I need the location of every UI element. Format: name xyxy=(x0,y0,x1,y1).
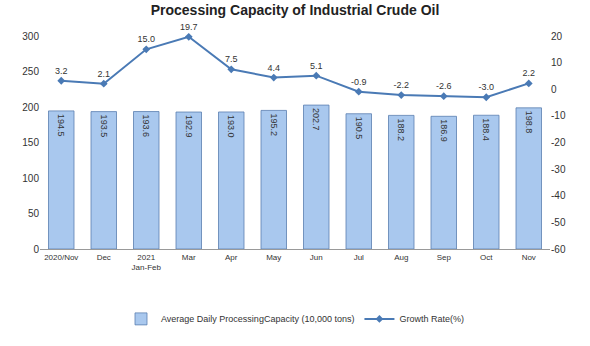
svg-text:250: 250 xyxy=(22,66,39,77)
svg-text:0: 0 xyxy=(33,244,39,255)
svg-text:Average Daily ProcessingCapaci: Average Daily ProcessingCapacity (10,000… xyxy=(161,314,354,324)
svg-text:-3.0: -3.0 xyxy=(478,82,494,92)
svg-text:-40: -40 xyxy=(551,190,566,201)
svg-text:188.2: 188.2 xyxy=(396,118,406,141)
svg-text:300: 300 xyxy=(22,31,39,42)
svg-text:-10: -10 xyxy=(551,110,566,121)
svg-text:2020/Nov: 2020/Nov xyxy=(44,253,78,262)
svg-text:0: 0 xyxy=(551,84,557,95)
svg-text:2.2: 2.2 xyxy=(522,68,535,78)
svg-text:Jun: Jun xyxy=(310,253,323,262)
svg-text:202.7: 202.7 xyxy=(311,108,321,131)
svg-text:Processing Capacity of Industr: Processing Capacity of Industrial Crude … xyxy=(151,2,440,18)
svg-text:Aug: Aug xyxy=(394,253,408,262)
svg-text:19.7: 19.7 xyxy=(180,22,198,32)
svg-text:2.1: 2.1 xyxy=(97,69,110,79)
svg-text:-2.6: -2.6 xyxy=(436,81,452,91)
svg-text:15.0: 15.0 xyxy=(137,34,155,44)
svg-text:4.4: 4.4 xyxy=(267,63,280,73)
svg-text:192.9: 192.9 xyxy=(184,115,194,138)
svg-text:Oct: Oct xyxy=(480,253,493,262)
svg-text:188.4: 188.4 xyxy=(481,118,491,141)
svg-text:186.9: 186.9 xyxy=(439,119,449,142)
svg-text:200: 200 xyxy=(22,102,39,113)
svg-text:100: 100 xyxy=(22,173,39,184)
svg-text:-0.9: -0.9 xyxy=(351,77,367,87)
svg-text:10: 10 xyxy=(551,57,563,68)
svg-text:198.8: 198.8 xyxy=(524,111,534,134)
svg-text:193.6: 193.6 xyxy=(141,115,151,138)
svg-text:Dec: Dec xyxy=(97,253,111,262)
svg-text:193.0: 193.0 xyxy=(226,115,236,138)
svg-text:2021Jan-Feb: 2021Jan-Feb xyxy=(132,253,162,272)
svg-text:7.5: 7.5 xyxy=(225,54,238,64)
svg-text:50: 50 xyxy=(28,208,40,219)
svg-text:-20: -20 xyxy=(551,137,566,148)
svg-text:Nov: Nov xyxy=(522,253,536,262)
svg-text:3.2: 3.2 xyxy=(55,66,68,76)
svg-text:Jul: Jul xyxy=(354,253,364,262)
svg-text:-30: -30 xyxy=(551,164,566,175)
svg-text:-60: -60 xyxy=(551,244,566,255)
svg-text:Sep: Sep xyxy=(437,253,452,262)
svg-text:193.5: 193.5 xyxy=(99,115,109,138)
svg-text:May: May xyxy=(266,253,281,262)
svg-text:-2.2: -2.2 xyxy=(393,80,409,90)
svg-text:-50: -50 xyxy=(551,217,566,228)
svg-text:194.5: 194.5 xyxy=(56,114,66,137)
svg-text:Growth Rate(%): Growth Rate(%) xyxy=(399,314,464,324)
svg-text:Apr: Apr xyxy=(225,253,238,262)
svg-text:150: 150 xyxy=(22,137,39,148)
svg-text:Mar: Mar xyxy=(182,253,196,262)
svg-text:195.2: 195.2 xyxy=(269,113,279,136)
svg-text:20: 20 xyxy=(551,31,563,42)
svg-text:5.1: 5.1 xyxy=(310,61,323,71)
svg-text:190.5: 190.5 xyxy=(354,117,364,140)
